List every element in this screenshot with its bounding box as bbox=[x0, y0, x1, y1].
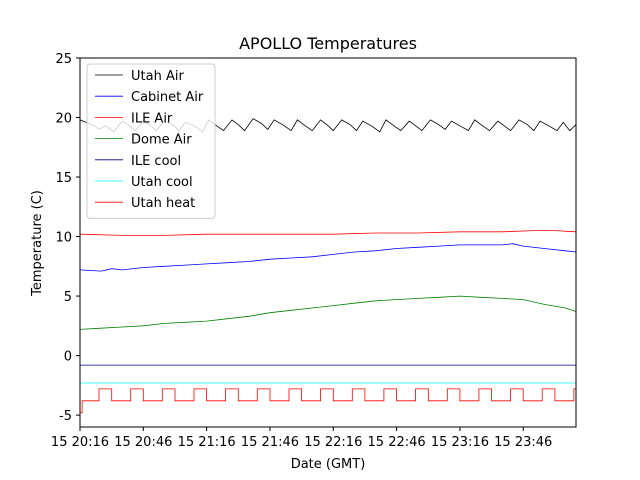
y-tick-label: 20 bbox=[55, 112, 72, 127]
y-axis-title: Temperature (C) bbox=[30, 190, 45, 297]
legend-label: Utah heat bbox=[131, 196, 195, 211]
legend-label: Dome Air bbox=[131, 133, 192, 148]
legend-label: Cabinet Air bbox=[131, 90, 204, 105]
x-tick-label: 15 20:16 bbox=[51, 435, 109, 450]
y-tick-label: 25 bbox=[55, 52, 72, 67]
x-tick-label: 15 22:16 bbox=[304, 435, 362, 450]
series-line-ile-air bbox=[80, 230, 576, 236]
x-tick-label: 15 21:46 bbox=[241, 435, 299, 450]
legend-label: Utah cool bbox=[131, 175, 193, 190]
legend-label: ILE cool bbox=[131, 154, 181, 169]
y-tick-label: 15 bbox=[55, 171, 72, 186]
series-line-dome-air bbox=[80, 295, 576, 330]
legend-label: ILE Air bbox=[131, 111, 173, 126]
y-tick-label: -5 bbox=[59, 409, 72, 424]
x-tick-label: 15 22:46 bbox=[368, 435, 426, 450]
x-axis-title: Date (GMT) bbox=[291, 457, 366, 472]
series-line-cabinet-air bbox=[80, 243, 576, 272]
series-line-utah-heat bbox=[80, 388, 576, 414]
y-tick-label: 0 bbox=[64, 350, 72, 365]
x-tick-label: 15 21:16 bbox=[178, 435, 236, 450]
legend-label: Utah Air bbox=[131, 69, 184, 84]
x-tick-label: 15 20:46 bbox=[114, 435, 172, 450]
x-tick-label: 15 23:16 bbox=[431, 435, 489, 450]
y-tick-label: 5 bbox=[64, 290, 72, 305]
legend: Utah Air Cabinet Air ILE Air Dome Air ILE co… bbox=[86, 63, 216, 219]
x-tick-label: 15 23:46 bbox=[494, 435, 552, 450]
chart-title: APOLLO Temperatures bbox=[239, 34, 417, 53]
legend-box bbox=[86, 63, 216, 219]
y-tick-label: 10 bbox=[55, 231, 72, 246]
plot-frame bbox=[79, 57, 577, 428]
